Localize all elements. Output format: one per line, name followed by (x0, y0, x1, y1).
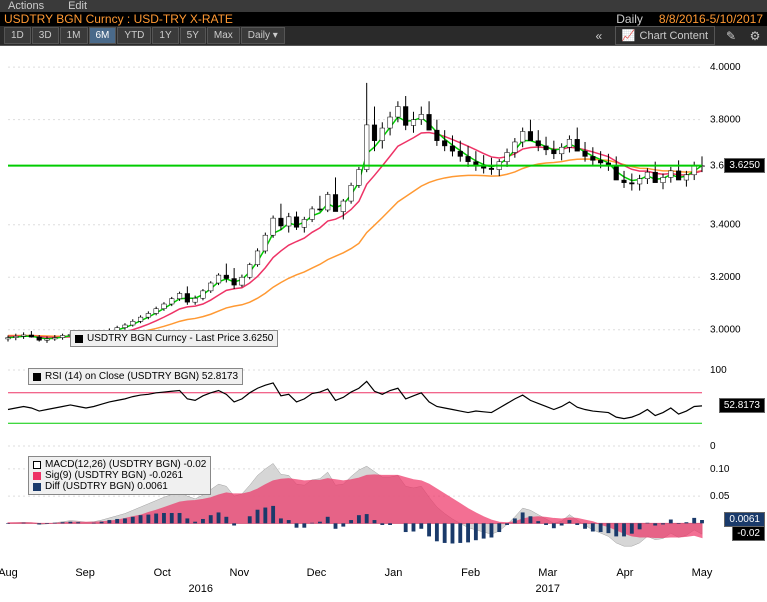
timeframe-group: 1D3D1M6MYTD1Y5YMaxDaily ▾ (4, 27, 285, 44)
chart-content-label: Chart Content (640, 30, 708, 42)
timeframe-max[interactable]: Max (207, 27, 240, 44)
rsi-info-box: RSI (14) on Close (USDTRY BGN) 52.8173 (28, 368, 243, 385)
edit-icon[interactable]: ✎ (723, 28, 739, 44)
macd-panel[interactable]: 0.05 0.10 0.0061-0.02 MACD(12,26) (USDTRY B… (0, 452, 767, 562)
svg-text:0.10: 0.10 (710, 464, 730, 475)
period-label: Daily (616, 12, 643, 26)
gear-icon[interactable]: ⚙ (747, 28, 763, 44)
timeframe-5y[interactable]: 5Y (180, 27, 206, 44)
timeframe-1y[interactable]: 1Y (152, 27, 178, 44)
macd-tag: -0.02 (732, 526, 765, 541)
price-tag: 3.6250 (724, 158, 765, 173)
svg-text:May: May (692, 567, 713, 579)
svg-text:Aug: Aug (0, 567, 18, 579)
chart-area: 3.00003.20003.40003.62503.80004.00003.62… (0, 46, 767, 602)
xaxis-panel: Aug Sep Oct Nov Dec Jan Feb Mar Apr May 2016 2017 (0, 562, 767, 602)
timeframe-ytd[interactable]: YTD (117, 27, 151, 44)
chart-icon: 📈 (622, 29, 636, 42)
svg-text:Nov: Nov (230, 567, 250, 579)
svg-text:100: 100 (710, 365, 727, 376)
menubar: Actions Edit (0, 0, 767, 12)
svg-text:3.0000: 3.0000 (710, 325, 741, 336)
svg-text:2016: 2016 (189, 583, 213, 595)
svg-text:Feb: Feb (461, 567, 480, 579)
svg-text:Sep: Sep (75, 567, 95, 579)
svg-text:3.8000: 3.8000 (710, 115, 741, 126)
toolbar: 1D3D1M6MYTD1Y5YMaxDaily ▾ « 📈 Chart Cont… (0, 26, 767, 46)
svg-text:0: 0 (710, 441, 716, 452)
svg-text:Apr: Apr (616, 567, 633, 579)
price-panel[interactable]: 3.00003.20003.40003.62503.80004.00003.62… (0, 46, 767, 364)
macd-diff-tag: 0.0061 (724, 512, 765, 527)
svg-text:4.0000: 4.0000 (710, 62, 741, 73)
rsi-tag: 52.8173 (719, 398, 765, 413)
timeframe-daily[interactable]: Daily ▾ (241, 27, 285, 44)
svg-text:Jan: Jan (385, 567, 403, 579)
timeframe-3d[interactable]: 3D (32, 27, 59, 44)
svg-text:Oct: Oct (154, 567, 171, 579)
ticker-title: USDTRY BGN Curncy : USD-TRY X-RATE (4, 12, 233, 26)
prev-icon[interactable]: « (591, 28, 607, 44)
menu-actions[interactable]: Actions (8, 0, 44, 12)
titlebar: USDTRY BGN Curncy : USD-TRY X-RATE Daily… (0, 12, 767, 26)
menu-edit[interactable]: Edit (68, 0, 87, 12)
macd-info-box: MACD(12,26) (USDTRY BGN) -0.02Sig(9) (US… (28, 456, 211, 495)
svg-text:2017: 2017 (536, 583, 560, 595)
svg-text:Dec: Dec (307, 567, 327, 579)
price-info-box: USDTRY BGN Curncy - Last Price 3.6250 (70, 330, 278, 347)
rsi-panel[interactable]: 0 100 52.8173 RSI (14) on Close (USDTRY BGN… (0, 364, 767, 452)
svg-text:0.05: 0.05 (710, 491, 730, 502)
svg-text:3.4000: 3.4000 (710, 220, 741, 231)
timeframe-1m[interactable]: 1M (60, 27, 88, 44)
timeframe-1d[interactable]: 1D (4, 27, 31, 44)
timeframe-6m[interactable]: 6M (89, 27, 117, 44)
chart-content-button[interactable]: 📈 Chart Content (615, 26, 715, 45)
date-range: 8/8/2016-5/10/2017 (659, 12, 763, 26)
svg-text:Mar: Mar (538, 567, 557, 579)
svg-text:3.2000: 3.2000 (710, 272, 741, 283)
